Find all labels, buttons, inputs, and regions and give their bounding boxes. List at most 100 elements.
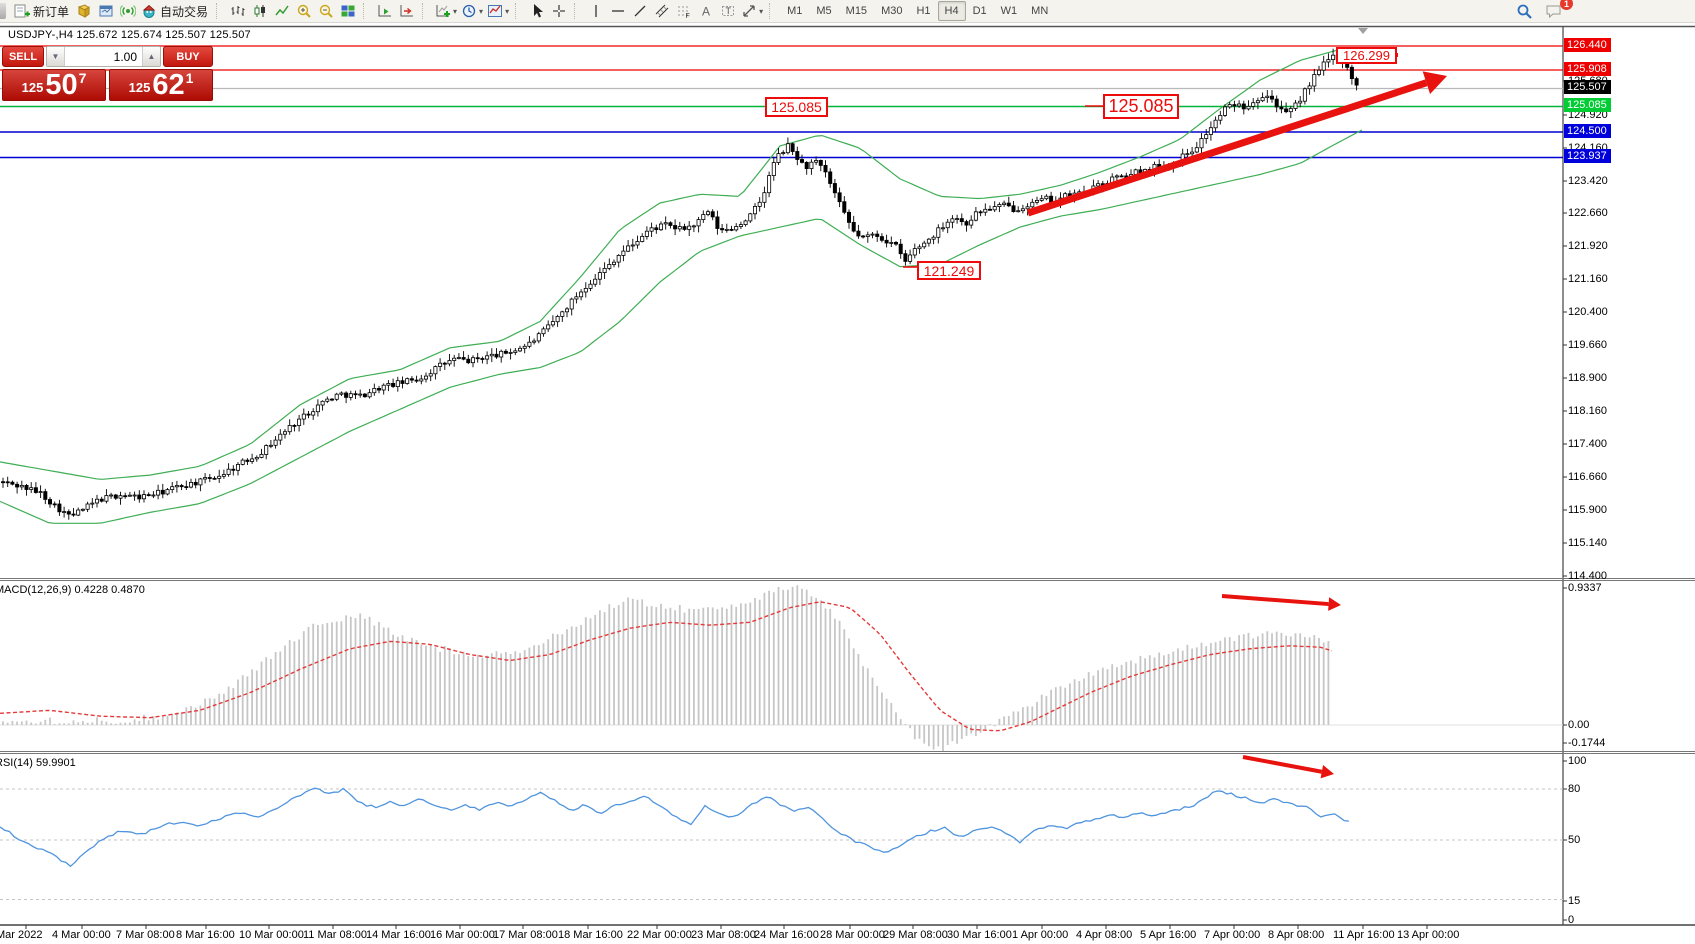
- volume-increase-button[interactable]: ▲: [142, 47, 160, 66]
- macd-tick-label: -0.1744: [1568, 737, 1606, 749]
- price-annotation: 125.085: [1103, 94, 1179, 119]
- chart-shift-icon: [399, 3, 415, 19]
- candlestick-button[interactable]: [249, 1, 271, 21]
- toolbar-grip: [363, 3, 371, 19]
- time-axis-label: 8 Apr 08:00: [1268, 929, 1325, 941]
- timeframe-m5[interactable]: M5: [816, 5, 832, 17]
- auto-scroll-icon: [377, 3, 393, 19]
- toolbar-grip: [515, 3, 523, 19]
- templates-button[interactable]: ▾: [485, 1, 511, 21]
- new-order-button[interactable]: 新订单: [12, 1, 73, 21]
- price-tick-label: 118.160: [1568, 405, 1607, 417]
- volume-input[interactable]: [65, 47, 142, 66]
- periods-icon: [461, 3, 477, 19]
- autotrading-button[interactable]: 自动交易: [139, 1, 212, 21]
- time-axis-label: 11 Apr 16:00: [1333, 929, 1395, 941]
- sell-price-pip: 7: [78, 70, 87, 86]
- price-tick-label: 124.920: [1568, 109, 1608, 121]
- time-axis-label: 5 Apr 16:00: [1140, 929, 1197, 941]
- price-tick-label: 115.140: [1568, 537, 1607, 549]
- clipped-icon: [0, 3, 6, 19]
- vertical-line-button[interactable]: [585, 1, 607, 21]
- price-tick-label: 123.420: [1568, 175, 1608, 187]
- indicators-button[interactable]: ▾: [433, 1, 459, 21]
- zoom-out-button[interactable]: [315, 1, 337, 21]
- bar-chart-button[interactable]: [227, 1, 249, 21]
- dropdown-arrow-icon: ▾: [505, 6, 510, 16]
- toolbar-grip: [769, 3, 777, 19]
- price-badge: 125.085: [1564, 98, 1611, 112]
- buy-price-button[interactable]: 125 62 1: [109, 69, 213, 101]
- time-axis-label: 17 Mar 08:00: [493, 929, 558, 941]
- price-annotation: 126.299: [1336, 47, 1397, 64]
- rsi-tick-label: 15: [1568, 895, 1581, 907]
- macd-indicator-label: MACD(12,26,9) 0.4228 0.4870: [0, 584, 145, 596]
- macd-tick-label: 0.00: [1568, 719, 1590, 731]
- time-axis-label: 30 Mar 16:00: [947, 929, 1012, 941]
- text-icon: A: [698, 3, 714, 19]
- line-chart-button[interactable]: [271, 1, 293, 21]
- arrows-icon: [741, 3, 757, 19]
- timeframe-m15[interactable]: M15: [845, 5, 868, 17]
- price-badge: 123.937: [1564, 149, 1611, 163]
- fibonacci-icon: F: [676, 3, 692, 19]
- svg-text:A: A: [702, 5, 710, 19]
- templates-icon: [487, 3, 503, 19]
- buy-button[interactable]: BUY: [163, 46, 213, 67]
- history-button[interactable]: [95, 1, 117, 21]
- timeframe-mn[interactable]: MN: [1031, 5, 1049, 17]
- price-tick-label: 122.660: [1568, 207, 1608, 219]
- channel-button[interactable]: [651, 1, 673, 21]
- toolbar-right: 1: [1513, 0, 1573, 21]
- sell-button[interactable]: SELL: [2, 46, 44, 67]
- notifications-button[interactable]: 1: [1543, 0, 1573, 21]
- timeframe-m1[interactable]: M1: [787, 5, 803, 17]
- toolbar-grip: [422, 3, 430, 19]
- toolbar-grip: [574, 3, 582, 19]
- text-label-button[interactable]: T: [717, 1, 739, 21]
- trendline-button[interactable]: [629, 1, 651, 21]
- arrows-button[interactable]: ▾: [739, 1, 765, 21]
- sell-price-button[interactable]: 125 50 7: [2, 69, 106, 101]
- trendline-icon: [632, 3, 648, 19]
- candlestick-icon: [252, 3, 268, 19]
- price-annotation: 121.249: [917, 261, 981, 280]
- time-axis-label: 28 Mar 00:00: [820, 929, 885, 941]
- timeframe-h1[interactable]: H1: [916, 5, 931, 17]
- periods-button[interactable]: ▾: [459, 1, 485, 21]
- timeframe-m30[interactable]: M30: [881, 5, 903, 17]
- price-tick-label: 114.400: [1568, 570, 1607, 582]
- time-axis-label: 4 Apr 08:00: [1076, 929, 1133, 941]
- timeframe-h4[interactable]: H4: [937, 1, 966, 21]
- price-tick-label: 121.920: [1568, 240, 1608, 252]
- autotrading-label: 自动交易: [160, 4, 209, 19]
- text-label-icon: T: [720, 3, 736, 19]
- zoom-in-button[interactable]: [293, 1, 315, 21]
- crosshair-icon: [551, 3, 567, 19]
- rsi-tick-label: 80: [1568, 783, 1581, 795]
- text-button[interactable]: A: [695, 1, 717, 21]
- timeframe-w1[interactable]: W1: [1000, 5, 1018, 17]
- tile-windows-button[interactable]: [337, 1, 359, 21]
- price-annotation: 125.085: [765, 97, 828, 117]
- signal-button[interactable]: [117, 1, 139, 21]
- horizontal-line-button[interactable]: [607, 1, 629, 21]
- price-tick-label: 115.900: [1568, 504, 1607, 516]
- time-axis-label: 7 Apr 00:00: [1204, 929, 1261, 941]
- auto-scroll-button[interactable]: [374, 1, 396, 21]
- time-axis-label: 7 Mar 08:00: [116, 929, 175, 941]
- crosshair-button[interactable]: [548, 1, 570, 21]
- search-button[interactable]: [1513, 1, 1535, 21]
- volume-decrease-button[interactable]: ▼: [47, 47, 65, 66]
- journal-button[interactable]: [73, 1, 95, 21]
- timeframe-d1[interactable]: D1: [972, 5, 987, 17]
- fibonacci-button[interactable]: F: [673, 1, 695, 21]
- time-axis-label: 29 Mar 08:00: [883, 929, 948, 941]
- chart-shift-button[interactable]: [396, 1, 418, 21]
- svg-text:T: T: [726, 6, 732, 16]
- rsi-tick-label: 50: [1568, 834, 1581, 846]
- line-chart-icon: [274, 3, 290, 19]
- cursor-button[interactable]: [526, 1, 548, 21]
- journal-icon: [76, 3, 92, 19]
